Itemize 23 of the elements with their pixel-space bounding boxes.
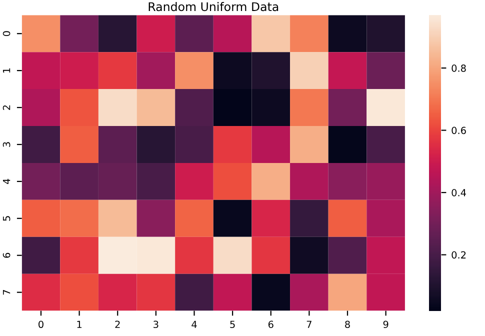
x-tick-label: 1: [77, 320, 82, 328]
y-tick-label: 4: [2, 178, 10, 184]
x-tick-label: 9: [383, 320, 388, 328]
chart-title: Random Uniform Data: [148, 2, 278, 12]
x-tick-label: 2: [115, 320, 120, 328]
x-tick-label: 6: [268, 320, 274, 328]
x-tick-label: 3: [154, 320, 158, 328]
color-bar-label: 0.6: [452, 126, 466, 134]
y-tick-label: 3: [2, 142, 10, 147]
x-tick-label: 7: [306, 320, 312, 328]
y-tick-label: 0: [2, 31, 10, 36]
y-tick-label: 5: [2, 216, 10, 221]
x-tick-label: 0: [38, 320, 44, 328]
y-tick-label: 1: [2, 68, 10, 73]
y-tick-label: 2: [2, 105, 10, 110]
color-bar-label: 0.2: [452, 251, 466, 259]
y-tick-label: 6: [2, 252, 10, 258]
y-tick-label: 7: [2, 290, 10, 295]
x-tick-label: 4: [192, 320, 197, 328]
x-tick-label: 5: [230, 320, 235, 328]
x-tick-label: 8: [345, 320, 350, 328]
color-bar-label: 0.4: [452, 189, 466, 196]
color-bar-label: 0.8: [452, 64, 466, 72]
